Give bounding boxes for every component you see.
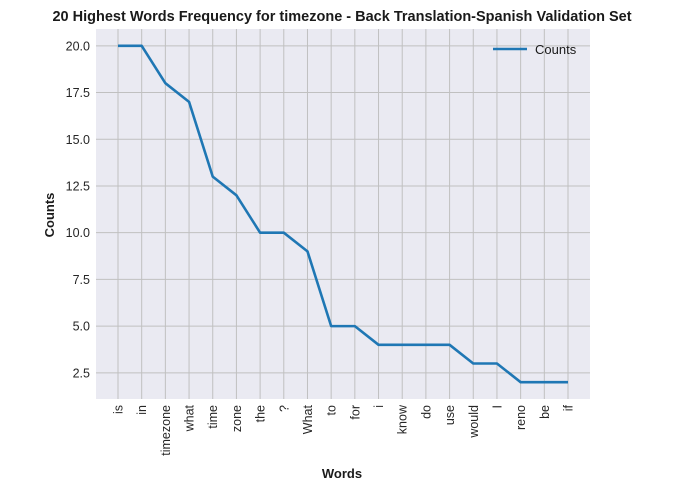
y-axis-label: Counts bbox=[42, 193, 57, 238]
data-point bbox=[496, 362, 498, 364]
data-point bbox=[377, 344, 379, 346]
x-tick-label: i bbox=[372, 405, 386, 408]
y-tick-label: 17.5 bbox=[66, 86, 90, 100]
x-tick-label: know bbox=[396, 404, 410, 434]
data-point bbox=[448, 344, 450, 346]
plot-area bbox=[96, 29, 590, 399]
data-point bbox=[567, 381, 569, 383]
y-tick-label: 15.0 bbox=[66, 133, 90, 147]
y-tick-label: 10.0 bbox=[66, 226, 90, 240]
data-point bbox=[188, 101, 190, 103]
x-tick-label: be bbox=[538, 405, 552, 419]
data-point bbox=[235, 194, 237, 196]
x-tick-label: reno bbox=[514, 405, 528, 430]
x-tick-label: if bbox=[562, 404, 576, 411]
x-tick-label: in bbox=[135, 405, 149, 415]
x-tick-label: timezone bbox=[159, 405, 173, 456]
y-tick-label: 12.5 bbox=[66, 179, 90, 193]
x-tick-label: zone bbox=[230, 405, 244, 432]
series-line-counts bbox=[118, 44, 568, 384]
data-point bbox=[259, 231, 261, 233]
data-point bbox=[519, 381, 521, 383]
legend-label-counts: Counts bbox=[535, 42, 577, 57]
data-point bbox=[472, 362, 474, 364]
x-axis-label: Words bbox=[322, 466, 362, 481]
data-point bbox=[354, 325, 356, 327]
data-point bbox=[164, 82, 166, 84]
x-tick-label: use bbox=[443, 405, 457, 425]
data-point bbox=[117, 45, 119, 47]
x-tick-label: for bbox=[348, 405, 362, 420]
x-tick-label: ? bbox=[277, 405, 291, 412]
y-tick-label: 5.0 bbox=[73, 320, 90, 334]
x-axis-ticks: is in timezone what time zone the? What to for i kn… bbox=[112, 404, 576, 456]
y-tick-label: 20.0 bbox=[66, 39, 90, 53]
y-tick-label: 2.5 bbox=[73, 366, 90, 380]
x-tick-label: is bbox=[112, 405, 126, 414]
y-axis-ticks: 2.5 5.0 7.5 10.0 12.5 15.0 17.5 20.0 bbox=[66, 39, 90, 380]
x-gridlines bbox=[117, 29, 569, 399]
data-point bbox=[306, 250, 308, 252]
y-tick-label: 7.5 bbox=[73, 273, 90, 287]
data-point bbox=[212, 175, 214, 177]
data-point bbox=[330, 325, 332, 327]
data-point bbox=[140, 45, 142, 47]
series-layer bbox=[117, 44, 569, 384]
x-tick-label: what bbox=[183, 404, 197, 432]
data-point bbox=[425, 344, 427, 346]
x-tick-label: to bbox=[325, 405, 339, 415]
data-point bbox=[543, 381, 545, 383]
x-tick-label: do bbox=[419, 405, 433, 419]
x-tick-label: time bbox=[206, 405, 220, 429]
x-tick-label: What bbox=[301, 404, 315, 434]
x-tick-label: I bbox=[490, 405, 504, 408]
data-point bbox=[283, 231, 285, 233]
data-point bbox=[401, 344, 403, 346]
chart-title: 20 Highest Words Frequency for timezone … bbox=[52, 9, 631, 25]
x-tick-label: would bbox=[467, 405, 481, 439]
x-tick-label: the bbox=[254, 405, 268, 422]
legend: Counts bbox=[493, 42, 577, 57]
